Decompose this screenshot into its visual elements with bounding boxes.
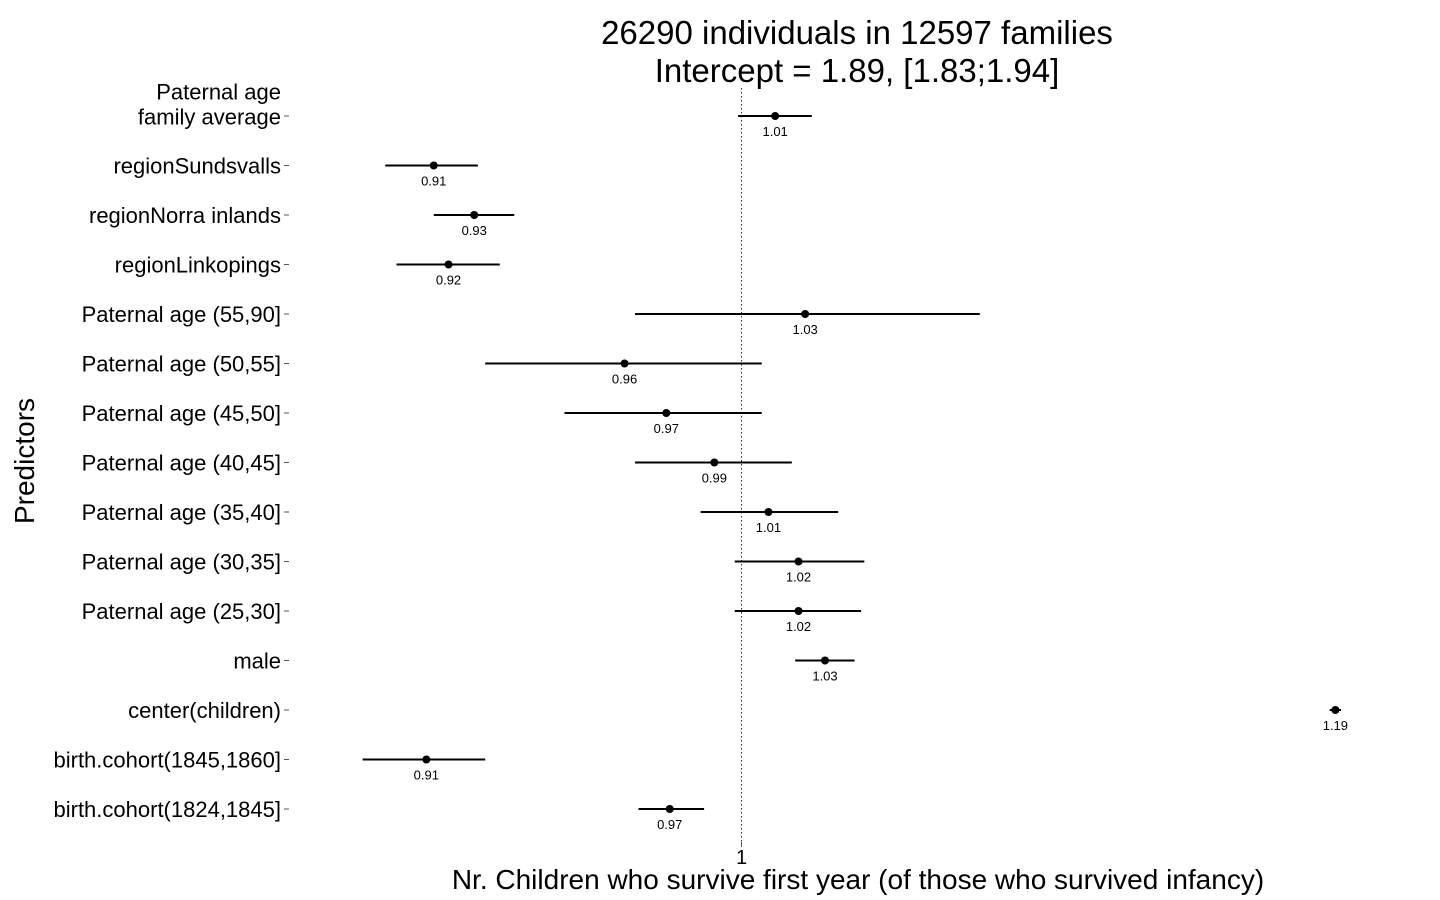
estimate-point bbox=[794, 607, 803, 615]
estimate-point bbox=[662, 409, 671, 417]
estimate-point bbox=[429, 161, 438, 170]
y-tick-label: Paternal age (40,45] bbox=[82, 451, 281, 476]
data-label: 0.97 bbox=[657, 817, 682, 832]
data-label: 1.02 bbox=[786, 619, 811, 634]
y-tick-label: Paternal age (50,55] bbox=[82, 352, 281, 377]
data-label: 1.03 bbox=[792, 322, 817, 337]
data-label: 0.99 bbox=[702, 471, 727, 486]
y-tick-label: birth.cohort(1845,1860] bbox=[54, 748, 282, 773]
y-tick-label: Paternal age (55,90] bbox=[82, 302, 281, 327]
data-label: 0.96 bbox=[612, 372, 637, 387]
data-label: 1.19 bbox=[1323, 718, 1348, 733]
y-tick-label: family average bbox=[138, 105, 281, 130]
x-axis: 1 bbox=[736, 842, 747, 869]
data-label: 1.02 bbox=[786, 570, 811, 585]
x-tick-label: 1 bbox=[736, 847, 747, 869]
estimate-point bbox=[1331, 706, 1340, 714]
estimate-point bbox=[794, 557, 803, 566]
y-tick-label: Paternal age (45,50] bbox=[82, 401, 281, 426]
estimate-point bbox=[470, 211, 479, 219]
plot-area: 1.01 0.91 0.93 0.92 1.03 0.96 0.97 0.99 1.01 1.02… bbox=[362, 88, 1348, 842]
data-label: 1.03 bbox=[812, 669, 837, 684]
estimate-point bbox=[444, 260, 453, 269]
y-tick-label: regionLinkopings bbox=[115, 253, 281, 278]
estimate-point bbox=[422, 755, 431, 764]
y-tick-label: Paternal age (35,40] bbox=[82, 500, 281, 525]
estimate-point bbox=[771, 112, 780, 120]
data-label: 0.97 bbox=[654, 421, 679, 436]
title-line: 26290 individuals in 12597 families bbox=[601, 14, 1113, 51]
y-tick-label: birth.cohort(1824,1845] bbox=[54, 797, 282, 822]
y-axis-title: Predictors bbox=[9, 398, 40, 524]
estimate-point bbox=[801, 310, 810, 318]
title-line: Intercept = 1.89, [1.83;1.94] bbox=[655, 52, 1060, 89]
estimate-point bbox=[764, 508, 773, 516]
data-label: 0.93 bbox=[462, 223, 487, 238]
data-label: 0.91 bbox=[421, 174, 446, 189]
estimate-point bbox=[710, 458, 719, 467]
y-tick-label: Paternal age (30,35] bbox=[82, 550, 281, 575]
y-tick-label: Paternal age (25,30] bbox=[82, 599, 281, 624]
x-axis-title: Nr. Children who survive first year (of … bbox=[452, 864, 1264, 895]
y-tick-label: regionNorra inlands bbox=[89, 203, 281, 228]
y-tick-label: Paternal age bbox=[156, 80, 281, 105]
data-label: 1.01 bbox=[756, 520, 781, 535]
y-tick-label: male bbox=[233, 649, 281, 674]
chart-title: 26290 individuals in 12597 familiesInter… bbox=[601, 14, 1113, 89]
data-label: 0.92 bbox=[436, 273, 461, 288]
data-label: 1.01 bbox=[762, 124, 787, 139]
y-tick-label: regionSundsvalls bbox=[113, 154, 281, 179]
estimate-point bbox=[821, 656, 830, 665]
estimate-point bbox=[665, 805, 674, 813]
y-tick-label: center(children) bbox=[128, 698, 281, 723]
data-label: 0.91 bbox=[414, 768, 439, 783]
estimate-point bbox=[620, 359, 629, 368]
